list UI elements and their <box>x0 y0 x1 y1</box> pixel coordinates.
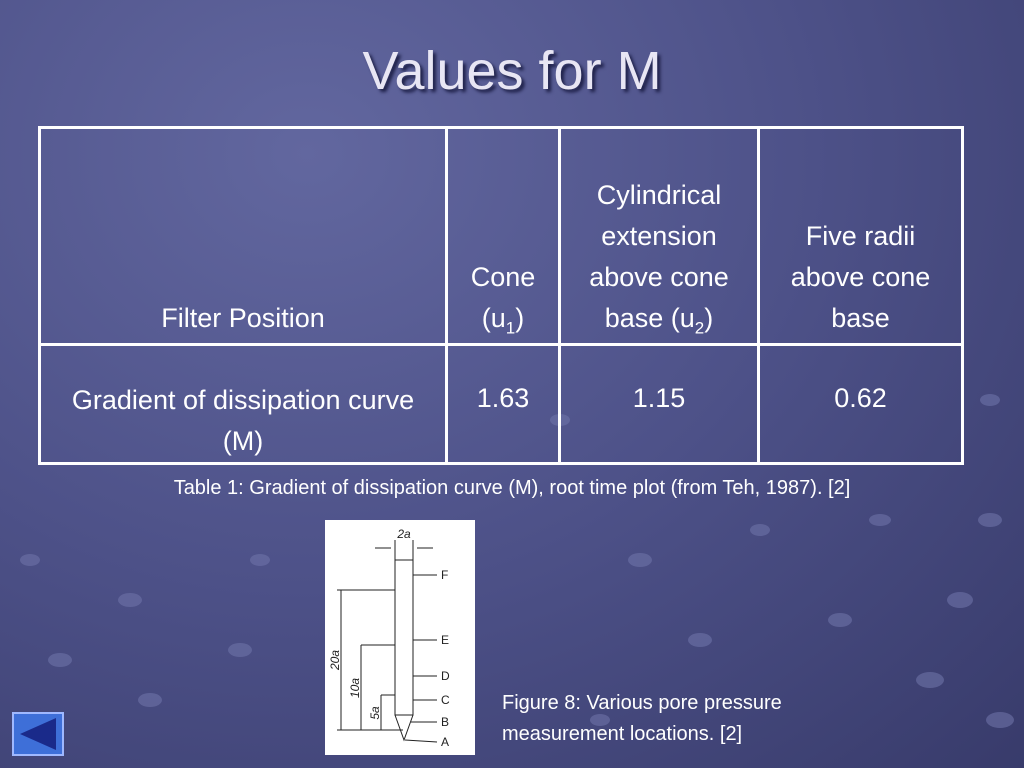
dimension-label: 10a <box>348 678 362 698</box>
cell: 1.63 <box>445 343 561 465</box>
cell: 0.62 <box>757 343 964 465</box>
dimension-label: 20a <box>328 650 342 671</box>
header-row: Filter Position Cone (u1) Cylindrical ex… <box>38 126 964 346</box>
header-cell: Filter Position <box>38 126 448 346</box>
header-cell: Cone (u1) <box>445 126 561 346</box>
subscript: 1 <box>505 318 516 338</box>
width-label: 2a <box>396 527 411 541</box>
header-cell: Five radii above cone base <box>757 126 964 346</box>
row-label: Gradient of dissipation curve (M) <box>38 343 448 465</box>
header-cell: Cylindrical extension above cone base (u… <box>558 126 760 346</box>
point-label: B <box>441 715 449 729</box>
back-button[interactable] <box>12 712 64 756</box>
figure-caption: Figure 8: Various pore pressure measurem… <box>502 692 782 745</box>
point-label: F <box>441 568 448 582</box>
point-label: A <box>441 735 449 749</box>
cell-text: Cone (u <box>470 262 536 333</box>
dimension-label: 5a <box>368 706 382 720</box>
cell-text: ) <box>704 303 714 333</box>
point-label: D <box>441 669 450 683</box>
table-caption: Table 1: Gradient of dissipation curve (… <box>173 477 851 499</box>
cell-text: Cylindrical extension above cone base (u <box>589 180 729 333</box>
values-table: Filter Position Cone (u1) Cylindrical ex… <box>38 126 964 465</box>
point-label: E <box>441 633 449 647</box>
slide-title: Values for M <box>362 41 662 101</box>
point-label: C <box>441 693 450 707</box>
cell: 1.15 <box>558 343 760 465</box>
subscript: 2 <box>694 318 705 338</box>
data-row: Gradient of dissipation curve (M) 1.63 1… <box>38 343 964 465</box>
cell-text: ) <box>515 303 525 333</box>
